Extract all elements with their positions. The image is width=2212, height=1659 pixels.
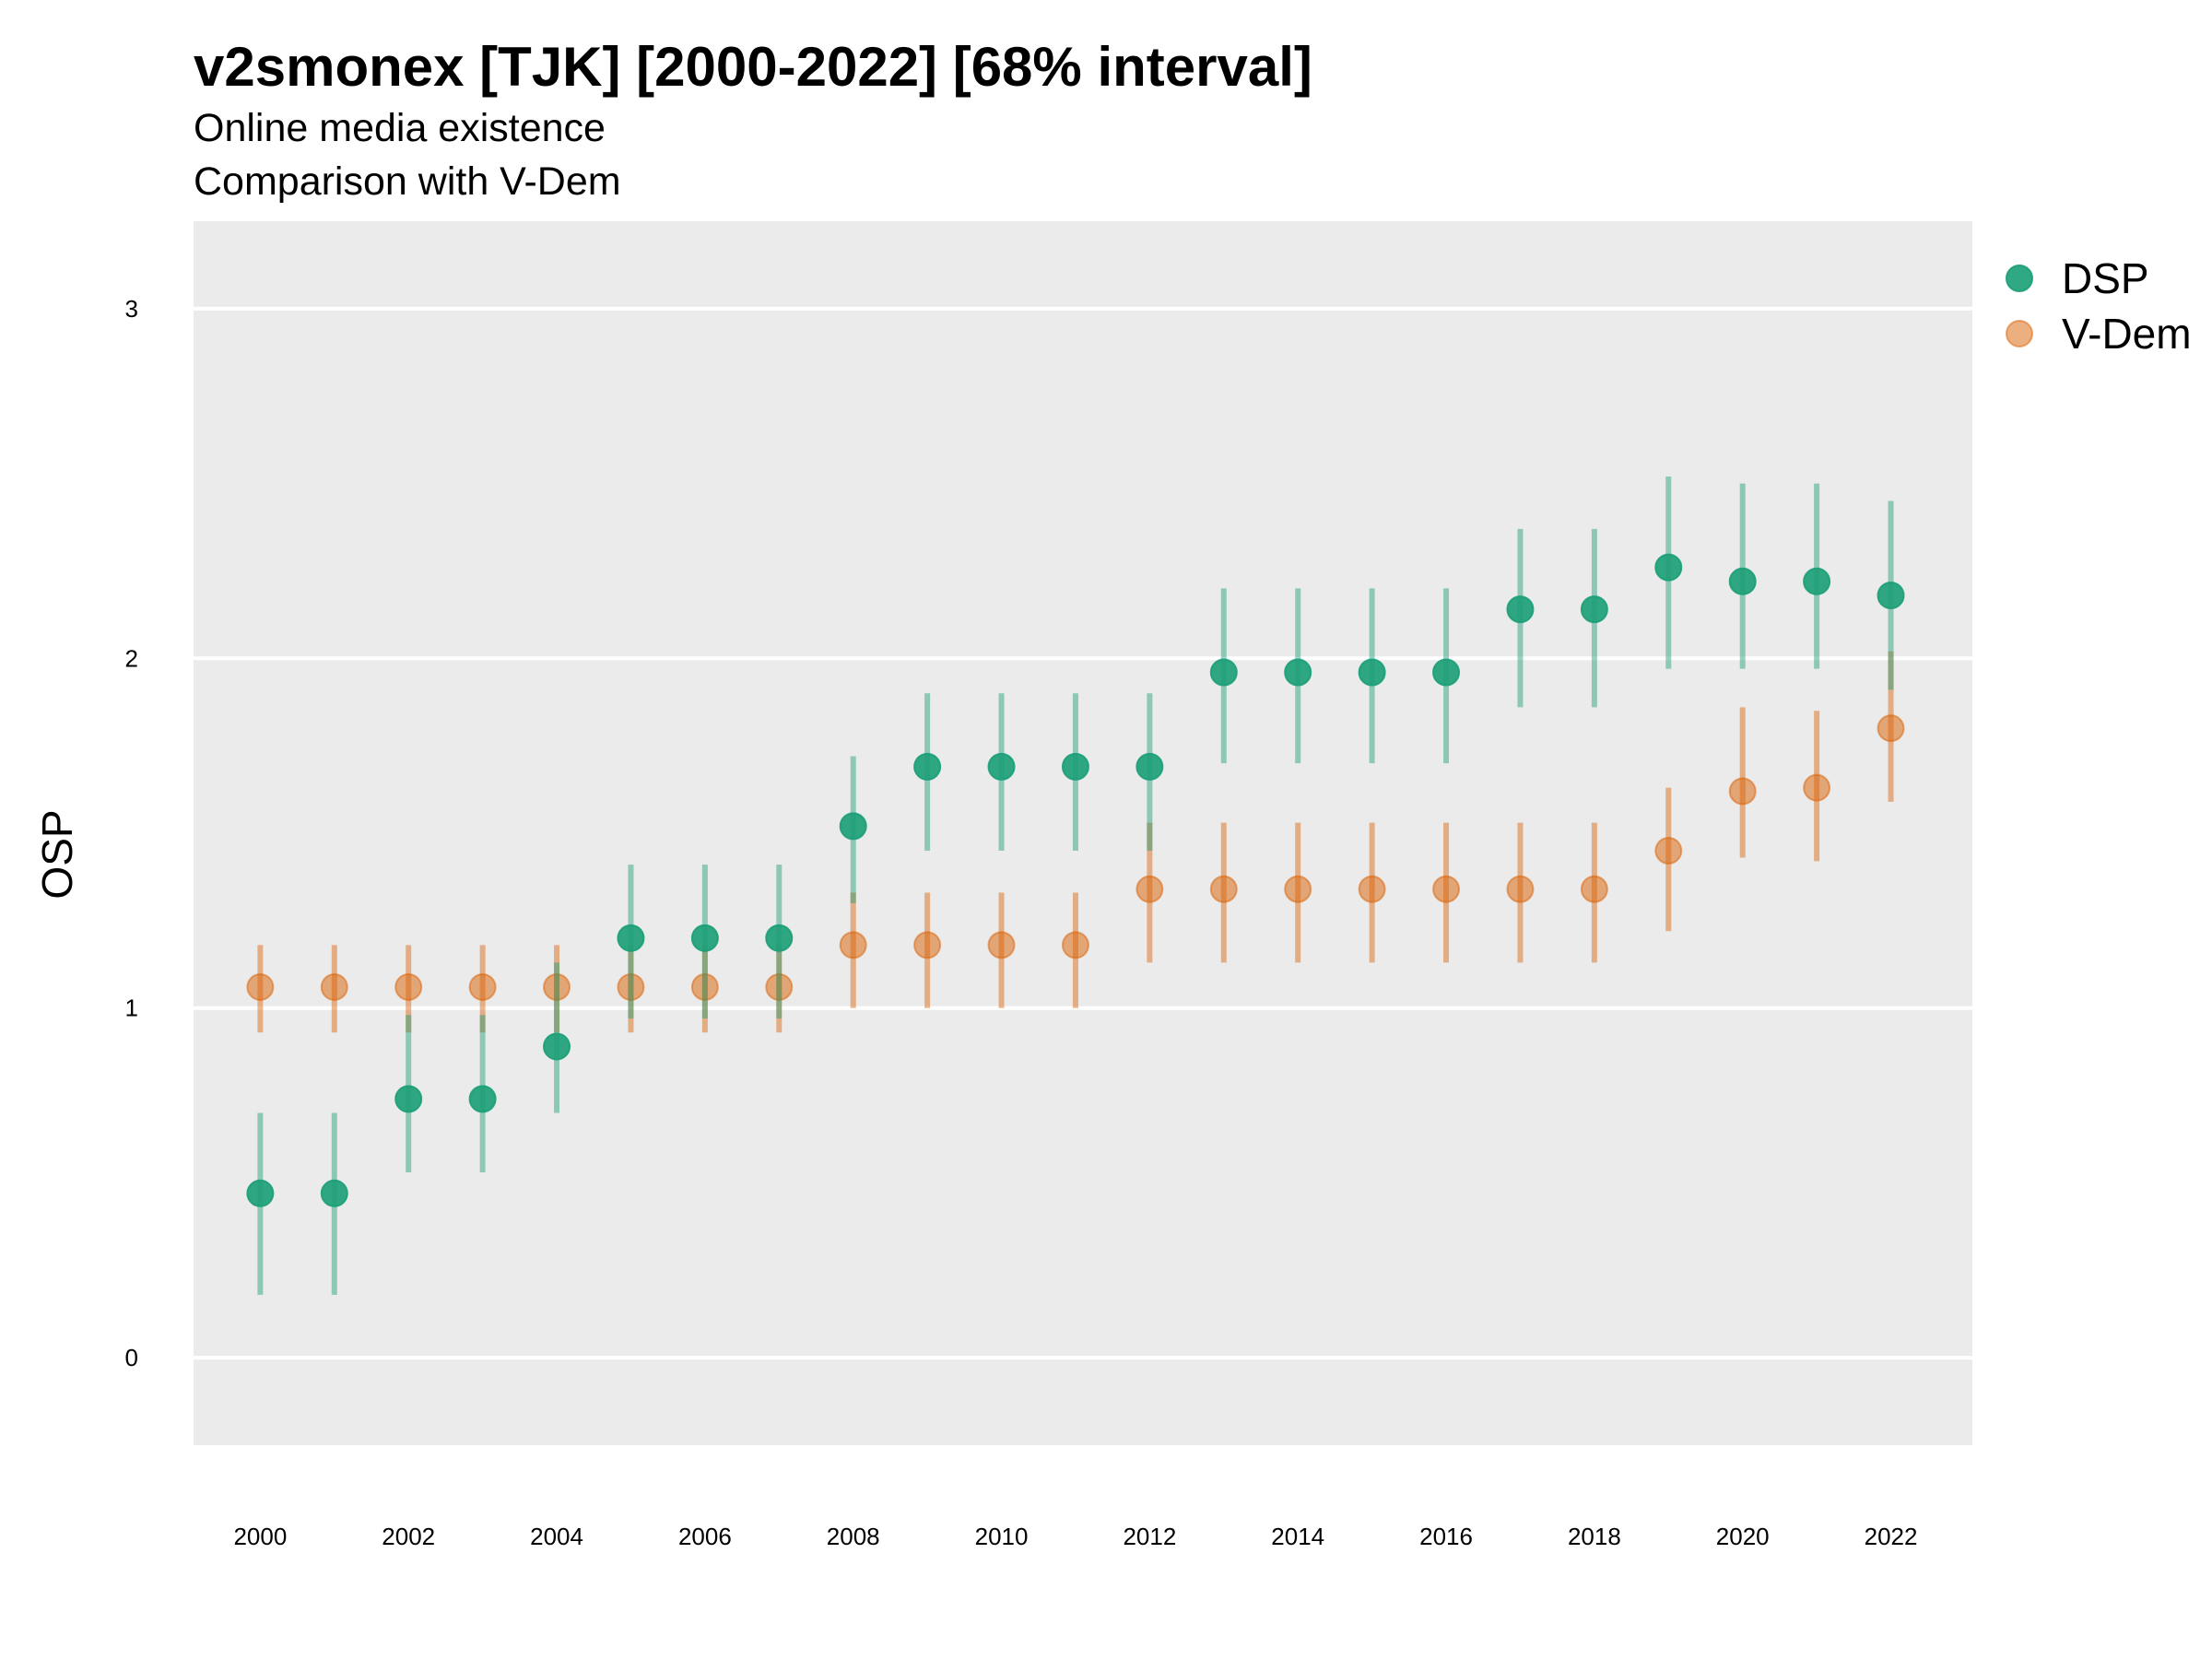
- data-point: [913, 752, 942, 781]
- x-tick-label: 2000: [233, 1523, 287, 1550]
- data-point: [1432, 875, 1461, 903]
- data-point: [394, 972, 423, 1001]
- data-point: [320, 972, 348, 1001]
- data-point: [1877, 581, 1905, 609]
- series-dsp: [246, 476, 1905, 1295]
- data-point: [617, 924, 645, 952]
- gridlines: [194, 306, 1972, 1360]
- data-point: [1803, 567, 1831, 595]
- chart-subtitle: Online media existence: [194, 106, 606, 150]
- x-tick-label: 2018: [1568, 1523, 1621, 1550]
- data-point: [617, 972, 645, 1001]
- data-point: [543, 972, 571, 1001]
- data-point: [1209, 658, 1238, 687]
- data-marks: [246, 476, 1905, 1295]
- x-tick-label: 2008: [827, 1523, 880, 1550]
- data-point: [394, 1085, 423, 1113]
- data-point: [1654, 836, 1683, 865]
- data-point: [1580, 595, 1608, 624]
- data-point: [690, 924, 719, 952]
- data-point: [468, 1085, 497, 1113]
- y-tick-label: 0: [125, 1344, 138, 1371]
- data-point: [1209, 875, 1238, 903]
- data-point: [1580, 875, 1608, 903]
- y-tick-labels: 0 1 2 3: [125, 295, 138, 1371]
- data-point: [1654, 553, 1683, 582]
- x-tick-label: 2010: [975, 1523, 1029, 1550]
- data-point: [246, 972, 275, 1001]
- data-point: [468, 972, 497, 1001]
- x-tick-label: 2022: [1865, 1523, 1918, 1550]
- data-point: [1358, 658, 1386, 687]
- data-point: [1284, 875, 1312, 903]
- data-point: [839, 931, 867, 959]
- x-tick-labels: 2000 2002 2004 2006 2008 2010 2012 2014 2016 2018…: [233, 1523, 1917, 1550]
- y-axis-label: OSP: [33, 809, 81, 899]
- y-tick-label: 3: [125, 295, 138, 323]
- plot-panel: [194, 221, 1972, 1445]
- data-point: [1135, 875, 1164, 903]
- data-point: [987, 931, 1016, 959]
- data-point: [1061, 752, 1089, 781]
- legend: DSP V-Dem: [2006, 254, 2192, 358]
- data-point: [1135, 752, 1164, 781]
- x-tick-label: 2002: [382, 1523, 435, 1550]
- data-point: [765, 924, 794, 952]
- data-point: [1728, 567, 1757, 595]
- data-point: [320, 1179, 348, 1207]
- data-point: [1803, 773, 1831, 802]
- data-point: [1432, 658, 1461, 687]
- chart-subtitle-comparison: Comparison with V-Dem: [194, 159, 621, 204]
- data-point: [1506, 595, 1535, 624]
- x-tick-label: 2004: [530, 1523, 583, 1550]
- legend-key: [2006, 320, 2033, 347]
- data-point: [987, 752, 1016, 781]
- data-point: [1358, 875, 1386, 903]
- chart-title: v2smonex [TJK] [2000-2022] [68% interval…: [194, 36, 1312, 98]
- data-point: [1728, 777, 1757, 806]
- x-tick-label: 2012: [1123, 1523, 1176, 1550]
- data-point: [690, 972, 719, 1001]
- x-tick-label: 2014: [1271, 1523, 1324, 1550]
- x-tick-label: 2006: [678, 1523, 732, 1550]
- data-point: [1284, 658, 1312, 687]
- x-tick-label: 2020: [1716, 1523, 1770, 1550]
- data-point: [246, 1179, 275, 1207]
- legend-label: DSP: [2062, 254, 2149, 302]
- data-point: [839, 812, 867, 841]
- series-v-dem: [246, 651, 1905, 1033]
- data-point: [1061, 931, 1089, 959]
- data-point: [913, 931, 942, 959]
- data-point: [1877, 714, 1905, 743]
- y-tick-label: 1: [125, 994, 138, 1022]
- data-point: [765, 972, 794, 1001]
- legend-key: [2006, 265, 2033, 292]
- x-tick-label: 2016: [1419, 1523, 1473, 1550]
- data-point: [543, 1032, 571, 1061]
- data-point: [1506, 875, 1535, 903]
- y-tick-label: 2: [125, 644, 138, 672]
- legend-label: V-Dem: [2062, 310, 2192, 358]
